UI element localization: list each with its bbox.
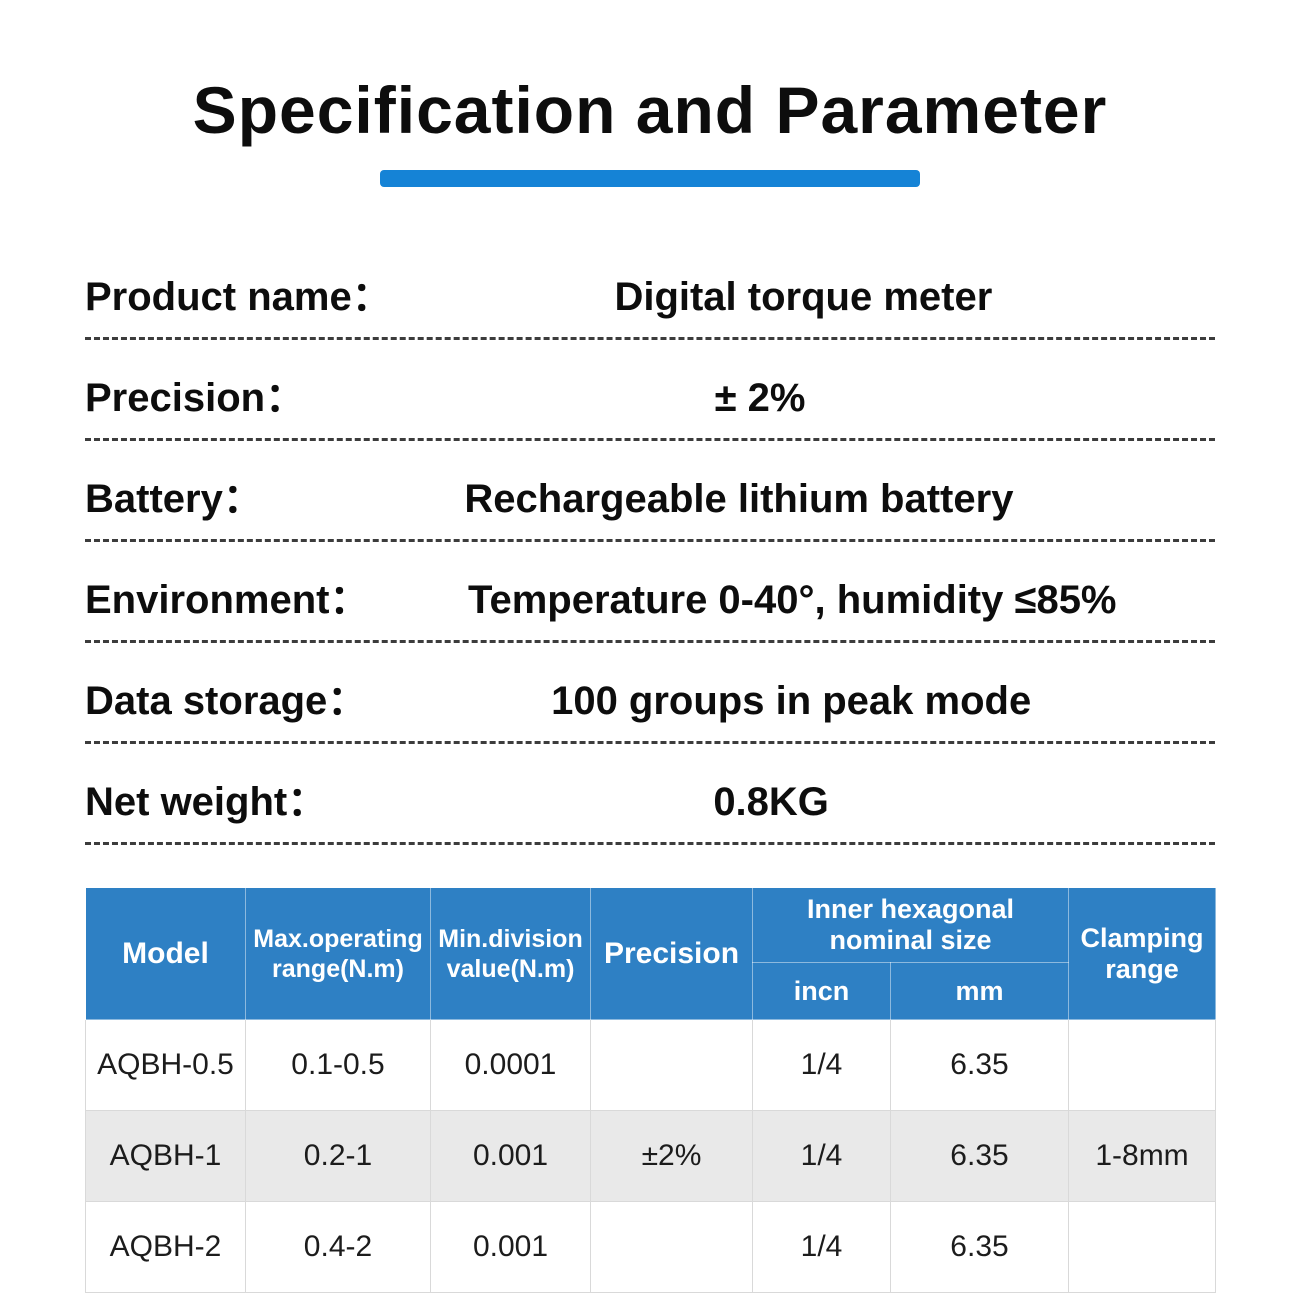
cell-min-division: 0.0001 <box>430 1019 591 1112</box>
col-header-min-division: Min.division value(N.m) <box>430 886 591 1021</box>
spec-label: Product name： <box>85 275 392 319</box>
cell-incn: 1/4 <box>752 1110 891 1203</box>
spec-row-data-storage: Data storage： 100 groups in peak mode <box>85 643 1215 744</box>
col-header-precision: Precision <box>590 886 753 1021</box>
spec-label: Environment： <box>85 578 370 622</box>
col-header-hex-group: Inner hexagonal nominal size <box>752 886 1069 964</box>
cell-incn: 1/4 <box>752 1019 891 1112</box>
col-subheader-incn: incn <box>752 962 891 1021</box>
spec-value: Temperature 0-40°, humidity ≤85% <box>467 578 1117 622</box>
table-header: Model Max.operating range(N.m) Min.divis… <box>85 886 1216 1021</box>
spec-label: Precision： <box>85 376 306 420</box>
spec-label: Data storage： <box>85 679 368 723</box>
spec-value: ± 2% <box>714 376 806 420</box>
spec-value: Rechargeable lithium battery <box>464 477 1014 521</box>
cell-precision: ±2% <box>590 1110 753 1203</box>
spec-row-precision: Precision： ± 2% <box>85 340 1215 441</box>
cell-max-range: 0.4-2 <box>245 1201 431 1294</box>
spec-row-environment: Environment： Temperature 0-40°, humidity… <box>85 542 1215 643</box>
parameter-table: Model Max.operating range(N.m) Min.divis… <box>85 886 1216 1294</box>
spec-row-battery: Battery： Rechargeable lithium battery <box>85 441 1215 542</box>
cell-max-range: 0.2-1 <box>245 1110 431 1203</box>
spec-value: 100 groups in peak mode <box>551 679 1032 723</box>
col-subheader-mm: mm <box>890 962 1069 1021</box>
spec-row-net-weight: Net weight： 0.8KG <box>85 744 1215 845</box>
cell-min-division: 0.001 <box>430 1110 591 1203</box>
cell-clamping <box>1068 1019 1216 1112</box>
spec-list: Product name： Digital torque meter Preci… <box>85 239 1215 845</box>
table-row: AQBH-0.5 0.1-0.5 0.0001 1/4 6.35 <box>85 1019 1216 1112</box>
title-accent-bar <box>380 170 920 187</box>
cell-precision <box>590 1019 753 1112</box>
spec-row-product-name: Product name： Digital torque meter <box>85 239 1215 340</box>
page-title: Specification and Parameter <box>192 73 1108 147</box>
cell-incn: 1/4 <box>752 1201 891 1294</box>
spec-label: Net weight： <box>85 780 328 824</box>
spec-value: 0.8KG <box>713 780 829 824</box>
cell-precision <box>590 1201 753 1294</box>
col-header-model: Model <box>85 886 246 1021</box>
table-row: AQBH-1 0.2-1 0.001 ±2% 1/4 6.35 1-8mm <box>85 1110 1216 1203</box>
cell-mm: 6.35 <box>890 1019 1069 1112</box>
cell-mm: 6.35 <box>890 1201 1069 1294</box>
cell-min-division: 0.001 <box>430 1201 591 1294</box>
cell-clamping <box>1068 1201 1216 1294</box>
spec-value: Digital torque meter <box>614 275 993 319</box>
parameter-table-wrap: Model Max.operating range(N.m) Min.divis… <box>85 886 1216 1294</box>
cell-model: AQBH-1 <box>85 1110 246 1203</box>
cell-model: AQBH-0.5 <box>85 1019 246 1112</box>
table-row: AQBH-2 0.4-2 0.001 1/4 6.35 <box>85 1201 1216 1294</box>
cell-model: AQBH-2 <box>85 1201 246 1294</box>
cell-max-range: 0.1-0.5 <box>245 1019 431 1112</box>
col-header-clamping: Clamping range <box>1068 886 1216 1021</box>
col-header-max-range: Max.operating range(N.m) <box>245 886 431 1021</box>
cell-clamping: 1-8mm <box>1068 1110 1216 1203</box>
cell-mm: 6.35 <box>890 1110 1069 1203</box>
spec-label: Battery： <box>85 477 263 521</box>
